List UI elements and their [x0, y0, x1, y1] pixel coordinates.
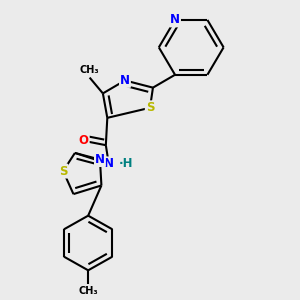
Text: CH₃: CH₃ — [80, 65, 100, 75]
Text: N: N — [170, 14, 180, 26]
Text: ·H: ·H — [119, 157, 134, 170]
Text: N: N — [95, 153, 105, 166]
Text: O: O — [79, 134, 89, 147]
Text: S: S — [59, 165, 68, 178]
Text: S: S — [146, 101, 154, 114]
Text: N: N — [104, 158, 114, 170]
Text: N: N — [120, 74, 130, 87]
Text: CH₃: CH₃ — [78, 286, 98, 296]
